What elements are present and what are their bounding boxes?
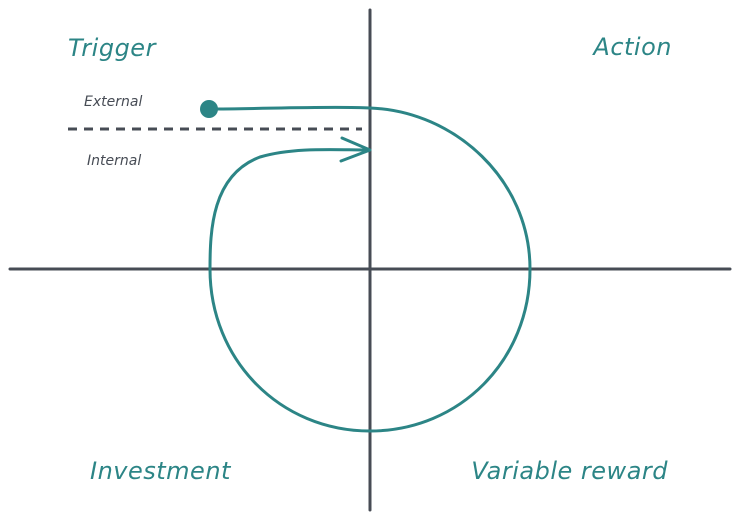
quadrant-label-trigger: Trigger bbox=[68, 34, 158, 62]
internal-trigger-label: Internal bbox=[87, 153, 141, 169]
quadrant-label-action: Action bbox=[591, 33, 672, 61]
loop-start-dot bbox=[200, 100, 218, 118]
quadrant-label-variable-reward: Variable reward bbox=[471, 457, 668, 485]
loop-arrowhead-icon bbox=[339, 136, 372, 163]
external-trigger-label: External bbox=[84, 94, 142, 110]
hook-cycle-loop bbox=[207, 105, 532, 433]
quadrant-label-investment: Investment bbox=[90, 457, 232, 485]
